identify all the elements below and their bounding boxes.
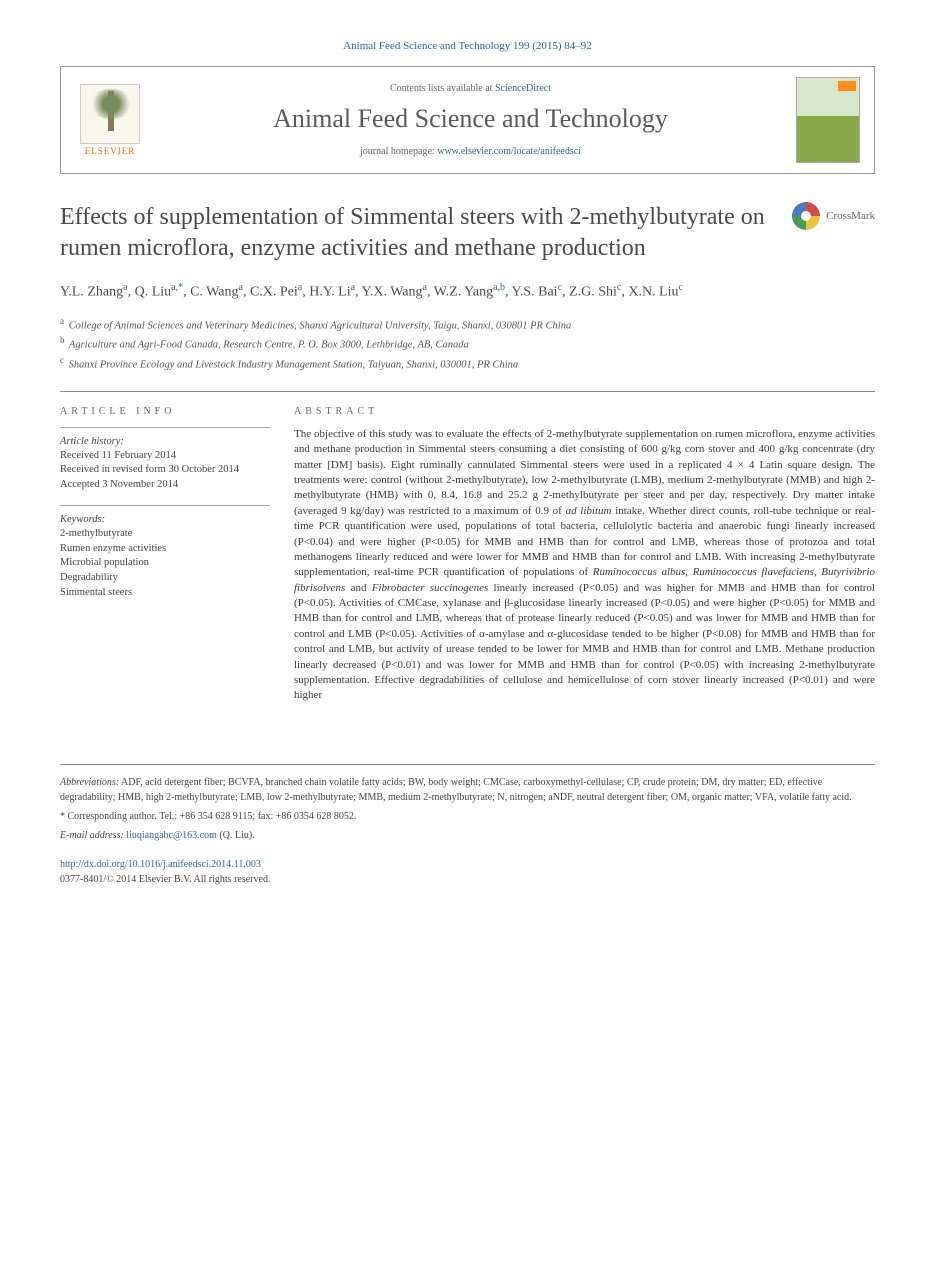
crossmark-icon bbox=[792, 202, 820, 230]
article-title: Effects of supplementation of Simmental … bbox=[60, 202, 792, 264]
homepage-line: journal homepage: www.elsevier.com/locat… bbox=[157, 146, 784, 157]
corresponding-author: * Corresponding author. Tel.: +86 354 62… bbox=[60, 809, 875, 824]
publisher-name: ELSEVIER bbox=[85, 146, 136, 156]
journal-reference: Animal Feed Science and Technology 199 (… bbox=[60, 40, 875, 52]
journal-cover-thumbnail bbox=[796, 77, 860, 163]
keyword-item: 2-methylbutyrate bbox=[60, 527, 270, 542]
history-item: Received 11 February 2014 bbox=[60, 449, 270, 464]
doi-block: http://dx.doi.org/10.1016/j.anifeedsci.2… bbox=[60, 857, 875, 887]
email-suffix: (Q. Liu). bbox=[217, 830, 255, 841]
contents-available-line: Contents lists available at ScienceDirec… bbox=[157, 83, 784, 94]
author-list: Y.L. Zhanga, Q. Liua,*, C. Wanga, C.X. P… bbox=[60, 280, 875, 303]
abstract-column: ABSTRACT The objective of this study was… bbox=[294, 406, 875, 704]
affiliation-item: c Shanxi Province Ecology and Livestock … bbox=[60, 354, 875, 373]
journal-name: Animal Feed Science and Technology bbox=[157, 104, 784, 134]
elsevier-tree-icon bbox=[80, 84, 140, 144]
email-link[interactable]: liuqiangabc@163.com bbox=[124, 830, 217, 841]
article-history: Received 11 February 2014Received in rev… bbox=[60, 449, 270, 493]
homepage-prefix: journal homepage: bbox=[360, 146, 437, 157]
elsevier-logo: ELSEVIER bbox=[75, 80, 145, 160]
crossmark-badge[interactable]: CrossMark bbox=[792, 202, 875, 230]
abstract-heading: ABSTRACT bbox=[294, 406, 875, 417]
keywords-label: Keywords: bbox=[60, 514, 270, 525]
keyword-item: Microbial population bbox=[60, 556, 270, 571]
article-info-column: ARTICLE INFO Article history: Received 1… bbox=[60, 406, 270, 704]
email-label: E-mail address: bbox=[60, 830, 124, 841]
history-item: Accepted 3 November 2014 bbox=[60, 478, 270, 493]
info-divider bbox=[60, 427, 270, 428]
header-center: Contents lists available at ScienceDirec… bbox=[145, 83, 796, 157]
keyword-item: Rumen enzyme activities bbox=[60, 542, 270, 557]
abbreviations-label: Abbreviations: bbox=[60, 777, 119, 788]
homepage-link[interactable]: www.elsevier.com/locate/anifeedsci bbox=[437, 146, 581, 157]
affiliations: a College of Animal Sciences and Veterin… bbox=[60, 315, 875, 373]
footnotes: Abbreviations: ADF, acid detergent fiber… bbox=[60, 764, 875, 887]
sciencedirect-link[interactable]: ScienceDirect bbox=[495, 83, 551, 94]
info-abstract-row: ARTICLE INFO Article history: Received 1… bbox=[60, 406, 875, 704]
keyword-item: Degradability bbox=[60, 571, 270, 586]
keywords-list: 2-methylbutyrateRumen enzyme activitiesM… bbox=[60, 527, 270, 600]
journal-header-box: ELSEVIER Contents lists available at Sci… bbox=[60, 66, 875, 174]
history-label: Article history: bbox=[60, 436, 270, 447]
affiliation-item: b Agriculture and Agri-Food Canada, Rese… bbox=[60, 334, 875, 353]
abstract-text: The objective of this study was to evalu… bbox=[294, 427, 875, 704]
section-divider bbox=[60, 391, 875, 392]
title-row: Effects of supplementation of Simmental … bbox=[60, 202, 875, 264]
abbreviations-text: ADF, acid detergent fiber; BCVFA, branch… bbox=[60, 777, 852, 803]
doi-link[interactable]: http://dx.doi.org/10.1016/j.anifeedsci.2… bbox=[60, 857, 875, 872]
affiliation-item: a College of Animal Sciences and Veterin… bbox=[60, 315, 875, 334]
history-item: Received in revised form 30 October 2014 bbox=[60, 463, 270, 478]
info-divider bbox=[60, 505, 270, 506]
email-line: E-mail address: liuqiangabc@163.com (Q. … bbox=[60, 828, 875, 843]
contents-prefix: Contents lists available at bbox=[390, 83, 495, 94]
article-info-heading: ARTICLE INFO bbox=[60, 406, 270, 417]
crossmark-label: CrossMark bbox=[826, 210, 875, 222]
keyword-item: Simmental steers bbox=[60, 586, 270, 601]
copyright-line: 0377-8401/© 2014 Elsevier B.V. All right… bbox=[60, 872, 875, 887]
abbreviations-line: Abbreviations: ADF, acid detergent fiber… bbox=[60, 775, 875, 805]
